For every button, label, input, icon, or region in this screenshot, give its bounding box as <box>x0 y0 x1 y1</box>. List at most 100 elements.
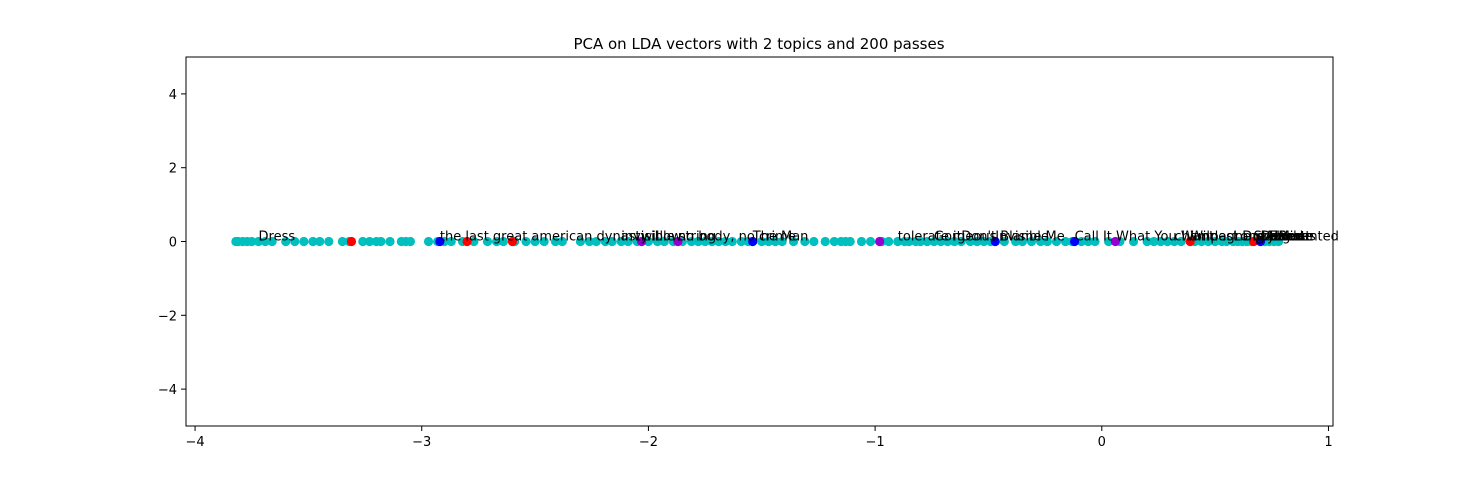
scatter-point-cyan <box>943 236 953 247</box>
scatter-point-cyan <box>686 236 697 247</box>
scatter-point-cyan <box>550 236 561 247</box>
scatter-point-cyan <box>530 236 540 247</box>
scatter-point-cyan <box>893 236 903 247</box>
scatter-point-cyan <box>385 236 395 247</box>
scatter-point-cyan <box>600 236 610 247</box>
scatter-point-cyan <box>616 236 626 247</box>
scatter-point-cyan <box>845 236 855 247</box>
scatter-point-cyan <box>498 236 508 247</box>
scatter-point-cyan <box>1060 236 1071 247</box>
chart-title: PCA on LDA vectors with 2 topics and 200… <box>573 35 944 53</box>
scatter-point-cyan <box>1090 236 1100 247</box>
scatter-point-cyan <box>922 236 932 247</box>
point-labels: Dress the last great american dynastywill… <box>259 230 1339 245</box>
scatter-point-cyan <box>267 236 277 247</box>
point-label: willow <box>642 230 682 245</box>
scatter-point-cyan <box>1156 236 1166 247</box>
scatter-point-cyan <box>720 236 731 247</box>
axes: −4 −3 −2 −1 0 1 −4 −2 0 2 4 <box>158 88 1333 450</box>
scatter-point-red <box>1249 236 1259 247</box>
scatter-point-cyan <box>904 236 914 247</box>
scatter-point-cyan <box>1196 236 1207 247</box>
scatter-point-cyan <box>584 236 595 247</box>
scatter-point-cyan <box>965 236 975 247</box>
point-label: invisible string <box>621 230 716 245</box>
scatter-point-cyan <box>482 236 493 247</box>
scatter-point-cyan <box>788 236 799 247</box>
point-label: Long Live <box>1233 230 1295 245</box>
point-label: tolerate it <box>898 230 962 245</box>
scatter-point-cyan <box>659 236 669 247</box>
scatter-point-cyan <box>972 236 982 247</box>
scatter-point-cyan <box>800 236 810 247</box>
scatter-point-cyan <box>700 236 710 247</box>
scatter-point-cyan <box>308 236 318 247</box>
scatter-point-cyan <box>856 236 867 247</box>
scatter-point-cyan <box>1149 236 1159 247</box>
scatter-point-purple <box>1110 236 1120 247</box>
scatter-point-cyan <box>777 236 787 247</box>
point-label: Dress <box>259 230 296 245</box>
scatter-point-cyan <box>469 236 479 247</box>
scatter-point-cyan <box>820 236 830 247</box>
scatter-point-cyan <box>1042 236 1052 247</box>
point-label: champagne problems <box>1174 230 1316 245</box>
scatter-point-cyan <box>652 236 663 247</box>
scatter-point-blue <box>1069 236 1080 247</box>
x-tick-label: −2 <box>639 435 658 450</box>
scatter-point-cyan <box>1210 236 1220 247</box>
scatter-point-blue <box>1255 236 1266 247</box>
scatter-point-cyan <box>1128 236 1139 247</box>
scatter-point-cyan <box>736 236 746 247</box>
point-label: Delicate <box>1260 230 1313 245</box>
scatter-point-red <box>462 236 472 247</box>
scatter-point-cyan <box>1083 236 1093 247</box>
y-tick-label: 2 <box>169 162 177 177</box>
scatter-point-cyan <box>1011 236 1021 247</box>
scatter-point-cyan <box>337 236 348 247</box>
scatter-point-cyan <box>253 236 264 247</box>
data-points <box>231 236 1284 247</box>
x-tick-label: 1 <box>1324 435 1332 450</box>
scatter-point-cyan <box>757 236 767 247</box>
scatter-point-cyan <box>865 236 876 247</box>
point-label: Wildest Dreams <box>1190 230 1293 245</box>
scatter-point-cyan <box>1035 236 1046 247</box>
y-tick-label: −2 <box>158 309 177 324</box>
scatter-point-cyan <box>575 236 586 247</box>
scatter-point-cyan <box>623 236 633 247</box>
scatter-point-red <box>507 236 518 247</box>
scatter-point-cyan <box>281 236 291 247</box>
scatter-point-cyan <box>1103 236 1114 247</box>
scatter-point-cyan <box>591 236 601 247</box>
scatter-point-red <box>1185 236 1195 247</box>
point-label: Lover <box>1274 230 1311 245</box>
scatter-point-cyan <box>405 236 416 247</box>
scatter-point-red <box>346 236 357 247</box>
scatter-point-cyan <box>915 236 926 247</box>
scatter-point-cyan <box>446 236 456 247</box>
scatter-point-cyan <box>809 236 819 247</box>
scatter-point-cyan <box>423 236 434 247</box>
point-label: Enchanted <box>1270 230 1339 245</box>
scatter-point-cyan <box>1076 236 1086 247</box>
scatter-point-cyan <box>949 236 960 247</box>
scatter-point-cyan <box>829 236 839 247</box>
scatter-point-cyan <box>376 236 386 247</box>
scatter-point-cyan <box>884 236 894 247</box>
scatter-point-blue <box>748 236 758 247</box>
scatter-point-cyan <box>539 236 549 247</box>
scatter-point-cyan <box>290 236 300 247</box>
x-tick-label: 0 <box>1098 435 1106 450</box>
point-label: Call It What You Want <box>1075 230 1215 245</box>
scatter-point-cyan <box>315 236 325 247</box>
scatter-point-cyan <box>491 236 502 247</box>
scatter-point-cyan <box>358 236 368 247</box>
point-label: Don't Blame Me <box>961 230 1065 245</box>
scatter-point-cyan <box>1162 236 1173 247</box>
point-label: August <box>1265 230 1311 245</box>
scatter-point-cyan <box>727 236 737 247</box>
scatter-point-cyan <box>770 236 780 247</box>
scatter-point-cyan <box>1169 236 1179 247</box>
scatter-point-cyan <box>1221 236 1232 247</box>
